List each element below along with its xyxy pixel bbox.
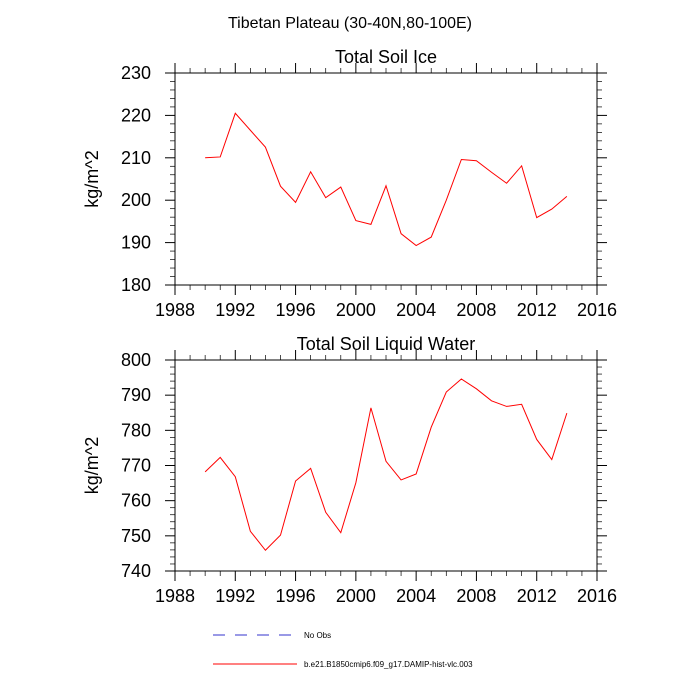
y-tick-label: 190 [121, 233, 151, 253]
y-tick-label: 770 [121, 456, 151, 476]
x-tick-label: 2000 [336, 586, 376, 606]
plot-frame [174, 359, 598, 572]
y-axis-label: kg/m^2 [82, 150, 102, 207]
x-tick-label: 2016 [577, 300, 617, 320]
x-tick-label: 2000 [336, 300, 376, 320]
y-tick-label: 220 [121, 105, 151, 125]
x-tick-label: 1988 [155, 300, 195, 320]
y-tick-label: 790 [121, 385, 151, 405]
x-tick-label: 1988 [155, 586, 195, 606]
y-tick-label: 750 [121, 526, 151, 546]
plot-frame [174, 72, 598, 286]
panel-total-soil-liquid-water: Total Soil Liquid Water 1988 1992 1996 2000 2… [82, 334, 617, 606]
x-tick-label: 2004 [396, 586, 436, 606]
legend-label-no-obs: No Obs [304, 631, 331, 640]
x-tick-label: 2008 [456, 300, 496, 320]
y-tick-label: 180 [121, 275, 151, 295]
panel-title: Total Soil Liquid Water [297, 334, 475, 354]
x-tick-label: 2008 [456, 586, 496, 606]
y-tick-label: 760 [121, 491, 151, 511]
figure-title: Tibetan Plateau (30-40N,80-100E) [228, 15, 472, 32]
legend-label-model: b.e21.B1850cmip6.f09_g17.DAMIP-hist-vlc.… [304, 660, 473, 669]
y-tick-label: 740 [121, 561, 151, 581]
x-tick-label: 2012 [517, 300, 557, 320]
x-tick-label: 2016 [577, 586, 617, 606]
y-tick-label: 230 [121, 63, 151, 83]
y-tick-label: 200 [121, 190, 151, 210]
panel-title: Total Soil Ice [335, 47, 437, 67]
x-tick-label: 1992 [215, 300, 255, 320]
y-tick-label: 800 [121, 350, 151, 370]
series-line-b-e21-b1850cmip6-f09-g17-damip-hist-vlc-003 [204, 378, 568, 552]
legend: No Obs b.e21.B1850cmip6.f09_g17.DAMIP-hi… [213, 631, 473, 669]
y-tick-label: 210 [121, 148, 151, 168]
x-tick-label: 1996 [276, 300, 316, 320]
series-line-b-e21-b1850cmip6-f09-g17-damip-hist-vlc-003 [205, 112, 568, 247]
x-tick-label: 1996 [276, 586, 316, 606]
x-tick-label: 2004 [396, 300, 436, 320]
x-tick-label: 2012 [517, 586, 557, 606]
panel-total-soil-ice: Total Soil Ice 1988 1992 1996 2000 2004 2008 20… [82, 47, 617, 320]
y-tick-label: 780 [121, 420, 151, 440]
x-tick-label: 1992 [215, 586, 255, 606]
y-axis-label: kg/m^2 [82, 437, 102, 494]
